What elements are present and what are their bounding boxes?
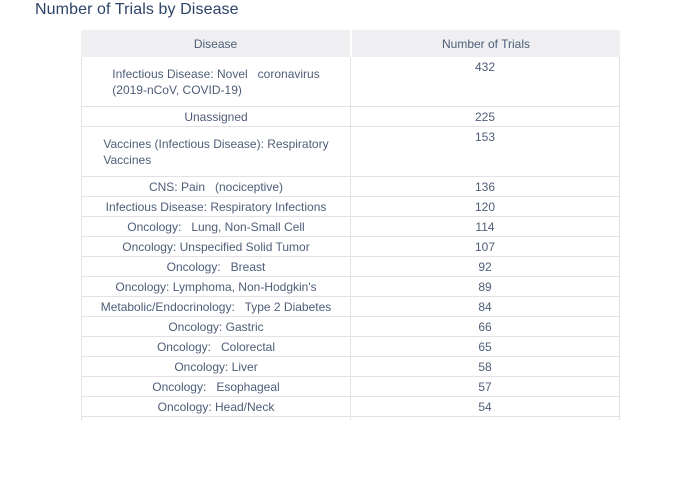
trials-cell: 65 [350,337,619,356]
disease-cell-text: Oncology: Liver [174,359,258,374]
disease-cell-text: Infectious Disease: Novel coronavirus (2… [112,66,320,97]
disease-cell: Oncology: Colorectal [82,337,350,356]
disease-cell: Oncology: Unspecified Solid Tumor [82,237,350,256]
trials-cell-text: 136 [474,180,496,194]
trials-cell-text: 225 [474,110,496,124]
trials-cell-text: 120 [474,200,496,214]
disease-cell: Oncology: Esophageal [82,377,350,396]
table-row[interactable]: Oncology: Lung, Non-Small Cell 114 [82,217,619,237]
disease-cell-text: Oncology: Lymphoma, Non-Hodgkin's [115,279,317,294]
trials-cell: 84 [350,297,619,316]
trials-cell-text: 107 [474,240,496,254]
disease-cell-text: Unassigned [184,109,248,124]
disease-cell-text: Oncology: Lung, Non-Small Cell [127,219,305,234]
trials-cell: 57 [350,377,619,396]
trials-cell: 58 [350,357,619,376]
table-row[interactable] [82,417,619,420]
trials-cell-text: 153 [474,130,496,144]
disease-cell: CNS: Pain (nociceptive) [82,177,350,196]
disease-cell-text: Oncology: Colorectal [156,339,276,354]
disease-cell: Oncology: Liver [82,357,350,376]
trials-cell [350,417,619,420]
disease-cell: Infectious Disease: Respiratory Infectio… [82,197,350,216]
table-row[interactable]: Oncology: Unspecified Solid Tumor 107 [82,237,619,257]
table-row[interactable]: Metabolic/Endocrinology: Type 2 Diabetes… [82,297,619,317]
trials-cell: 66 [350,317,619,336]
trials-cell-text: 84 [478,300,492,314]
table-row[interactable]: Infectious Disease: Respiratory Infectio… [82,197,619,217]
disease-cell: Oncology: Lymphoma, Non-Hodgkin's [82,277,350,296]
trials-cell-text: 66 [478,320,492,334]
table-row[interactable]: Oncology: Gastric 66 [82,317,619,337]
disease-cell: Vaccines (Infectious Disease): Respirato… [82,127,350,176]
trials-cell-text: 92 [478,260,492,274]
trials-cell: 107 [350,237,619,256]
trials-cell: 92 [350,257,619,276]
disease-cell-text: Vaccines (Infectious Disease): Respirato… [103,136,329,167]
table-row[interactable]: Vaccines (Infectious Disease): Respirato… [82,127,619,177]
trials-cell-text: 65 [478,340,492,354]
disease-cell: Metabolic/Endocrinology: Type 2 Diabetes [82,297,350,316]
trials-cell-text: 432 [474,60,496,74]
disease-cell: Oncology: Breast [82,257,350,276]
disease-cell-text: CNS: Pain (nociceptive) [148,179,284,194]
trials-cell: 89 [350,277,619,296]
trials-cell: 153 [350,127,619,176]
disease-cell-text: Infectious Disease: Respiratory Infectio… [105,199,327,214]
disease-cell-text: Oncology: Breast [166,259,266,274]
table-header-row: Disease Number of Trials [81,30,620,57]
disease-cell-text: Oncology: Gastric [168,319,264,334]
disease-cell: Oncology: Lung, Non-Small Cell [82,217,350,236]
disease-cell-text: Oncology: Unspecified Solid Tumor [122,239,310,254]
column-header-disease[interactable]: Disease [193,36,238,51]
trials-table: Disease Number of Trials Infectious Dise… [81,30,620,420]
column-header-number-of-trials[interactable]: Number of Trials [350,30,620,57]
table-row[interactable]: Oncology: Liver 58 [82,357,619,377]
trials-cell-text: 57 [478,380,492,394]
page-title: Number of Trials by Disease [35,1,239,18]
table-row[interactable]: Infectious Disease: Novel coronavirus (2… [82,57,619,107]
trials-cell-text: 89 [478,280,492,294]
table-row[interactable]: Oncology: Colorectal 65 [82,337,619,357]
trials-cell: 136 [350,177,619,196]
disease-cell [82,417,350,420]
trials-cell: 225 [350,107,619,126]
trials-cell: 114 [350,217,619,236]
trials-cell-text: 54 [478,400,492,414]
trials-cell: 120 [350,197,619,216]
trials-cell: 432 [350,57,619,106]
table-row[interactable]: Oncology: Breast 92 [82,257,619,277]
table-row[interactable]: Oncology: Esophageal 57 [82,377,619,397]
trials-cell-text: 58 [478,360,492,374]
table-row[interactable]: CNS: Pain (nociceptive) 136 [82,177,619,197]
disease-cell: Infectious Disease: Novel coronavirus (2… [82,57,350,106]
disease-cell: Unassigned [82,107,350,126]
trials-cell-text: 114 [475,220,495,234]
trials-cell: 54 [350,397,619,416]
disease-cell: Oncology: Head/Neck [82,397,350,416]
table-row[interactable]: Oncology: Lymphoma, Non-Hodgkin's 89 [82,277,619,297]
disease-cell-text: Oncology: Head/Neck [157,399,275,414]
disease-cell-text: Metabolic/Endocrinology: Type 2 Diabetes [100,299,332,314]
table-row[interactable]: Unassigned 225 [82,107,619,127]
disease-cell: Oncology: Gastric [82,317,350,336]
disease-cell-text: Oncology: Esophageal [152,379,280,394]
table-body: Infectious Disease: Novel coronavirus (2… [81,57,620,420]
table-row[interactable]: Oncology: Head/Neck 54 [82,397,619,417]
